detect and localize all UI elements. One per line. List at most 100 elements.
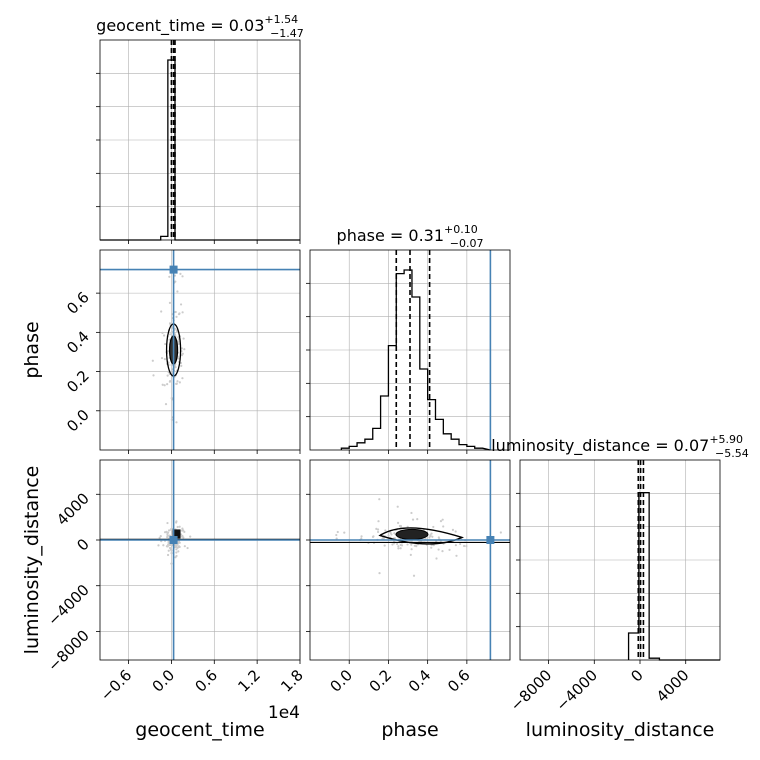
- sample-point: [164, 403, 168, 406]
- sample-point: [430, 546, 433, 549]
- sample-point: [335, 533, 338, 537]
- sample-point: [416, 518, 419, 521]
- sample-point: [377, 520, 380, 523]
- sample-point: [166, 553, 170, 557]
- sample-point: [168, 380, 171, 383]
- sample-point: [390, 533, 393, 536]
- sample-point: [180, 347, 183, 350]
- sample-point: [437, 536, 440, 539]
- panel-title-luminosity_distance: luminosity_distance = 0.07+5.90 −5.54: [491, 433, 749, 460]
- sample-point: [160, 310, 163, 313]
- sample-point: [409, 553, 412, 556]
- sample-point: [335, 537, 338, 540]
- sample-point: [387, 534, 390, 537]
- sample-point: [177, 342, 181, 346]
- sample-point: [175, 548, 178, 551]
- sample-point: [182, 529, 185, 532]
- sample-point: [465, 545, 468, 548]
- hist-panel-phase: [309, 249, 511, 451]
- sample-point: [177, 550, 180, 553]
- title-plus-error: +5.90: [709, 433, 743, 446]
- sample-point: [439, 520, 443, 523]
- sample-point: [168, 301, 172, 304]
- y-tick-label-luminosity_distance: 4000: [53, 489, 93, 529]
- sample-point: [175, 382, 178, 385]
- sample-point: [463, 544, 466, 548]
- scatter-panel-phase-luminosity_distance-frame: [309, 459, 511, 661]
- title-median: luminosity_distance = 0.07: [491, 436, 709, 456]
- sample-point: [410, 543, 413, 546]
- x-tick-label-luminosity_distance: 0: [627, 666, 646, 685]
- sample-point: [454, 530, 457, 533]
- sample-point: [393, 532, 396, 535]
- sample-point: [376, 528, 380, 531]
- sample-point: [163, 531, 167, 534]
- sample-point: [459, 542, 462, 546]
- sample-point: [448, 548, 451, 551]
- sample-point: [167, 529, 171, 532]
- sample-point: [170, 418, 173, 421]
- sample-point: [161, 383, 164, 386]
- hist-panel-geocent_time: [99, 39, 301, 241]
- sample-point: [157, 544, 160, 547]
- sample-point: [163, 384, 166, 387]
- sample-point: [431, 535, 434, 538]
- sample-point: [167, 531, 170, 534]
- sample-point: [177, 313, 181, 316]
- sample-point: [429, 534, 432, 538]
- sample-point: [410, 511, 413, 515]
- sample-point: [176, 546, 179, 549]
- sample-point: [180, 364, 183, 367]
- sample-point: [454, 544, 457, 547]
- sample-point: [442, 525, 445, 528]
- sample-point: [383, 544, 386, 547]
- sample-point: [455, 554, 458, 557]
- hist-panel-luminosity_distance: [519, 459, 721, 661]
- x-axis-label-geocent_time: geocent_time: [135, 719, 264, 741]
- sample-point: [177, 357, 180, 360]
- sample-point: [183, 545, 186, 548]
- sample-point: [174, 545, 178, 548]
- sample-point: [169, 548, 172, 551]
- x-tick-label-phase: 0.6: [444, 666, 474, 696]
- sample-point: [176, 290, 179, 293]
- x-axis-label-phase: phase: [381, 719, 438, 741]
- x-tick-label-luminosity_distance: −8000: [507, 666, 556, 715]
- injection-marker: [169, 536, 178, 544]
- x-tick-label-geocent_time: 1.2: [234, 666, 264, 696]
- sample-point: [175, 315, 178, 318]
- sample-point: [175, 421, 178, 424]
- sample-point: [168, 543, 171, 547]
- sample-point: [451, 528, 455, 532]
- title-median: geocent_time = 0.03: [96, 16, 264, 36]
- sample-point: [161, 331, 164, 334]
- injection-marker: [486, 536, 495, 544]
- sample-point: [179, 303, 183, 306]
- y-tick-label-phase: 0.6: [63, 288, 93, 318]
- sample-point: [177, 336, 180, 339]
- sample-point: [170, 562, 173, 565]
- sample-point: [411, 518, 415, 521]
- x-offset-label: 1e4: [268, 703, 300, 723]
- sample-point: [499, 531, 502, 534]
- sample-point: [158, 536, 161, 539]
- sample-point: [166, 350, 170, 353]
- sample-point: [432, 525, 435, 529]
- histogram-geocent_time: [100, 59, 300, 241]
- y-tick-label-phase: 0.4: [63, 327, 93, 357]
- x-tick-label-luminosity_distance: 4000: [653, 666, 693, 706]
- sample-point: [178, 541, 181, 544]
- sample-point: [414, 544, 417, 547]
- title-minus-error: −5.54: [715, 447, 749, 460]
- sample-point: [160, 356, 164, 360]
- x-tick-label-phase: 0.2: [366, 666, 396, 696]
- sample-point: [175, 551, 178, 554]
- sample-point: [410, 548, 413, 551]
- sample-point: [376, 530, 380, 534]
- sample-point: [178, 525, 181, 528]
- sample-point: [391, 543, 394, 546]
- sample-point: [336, 530, 339, 534]
- sample-point: [397, 547, 400, 550]
- sample-point: [151, 359, 154, 362]
- sample-point: [397, 545, 400, 548]
